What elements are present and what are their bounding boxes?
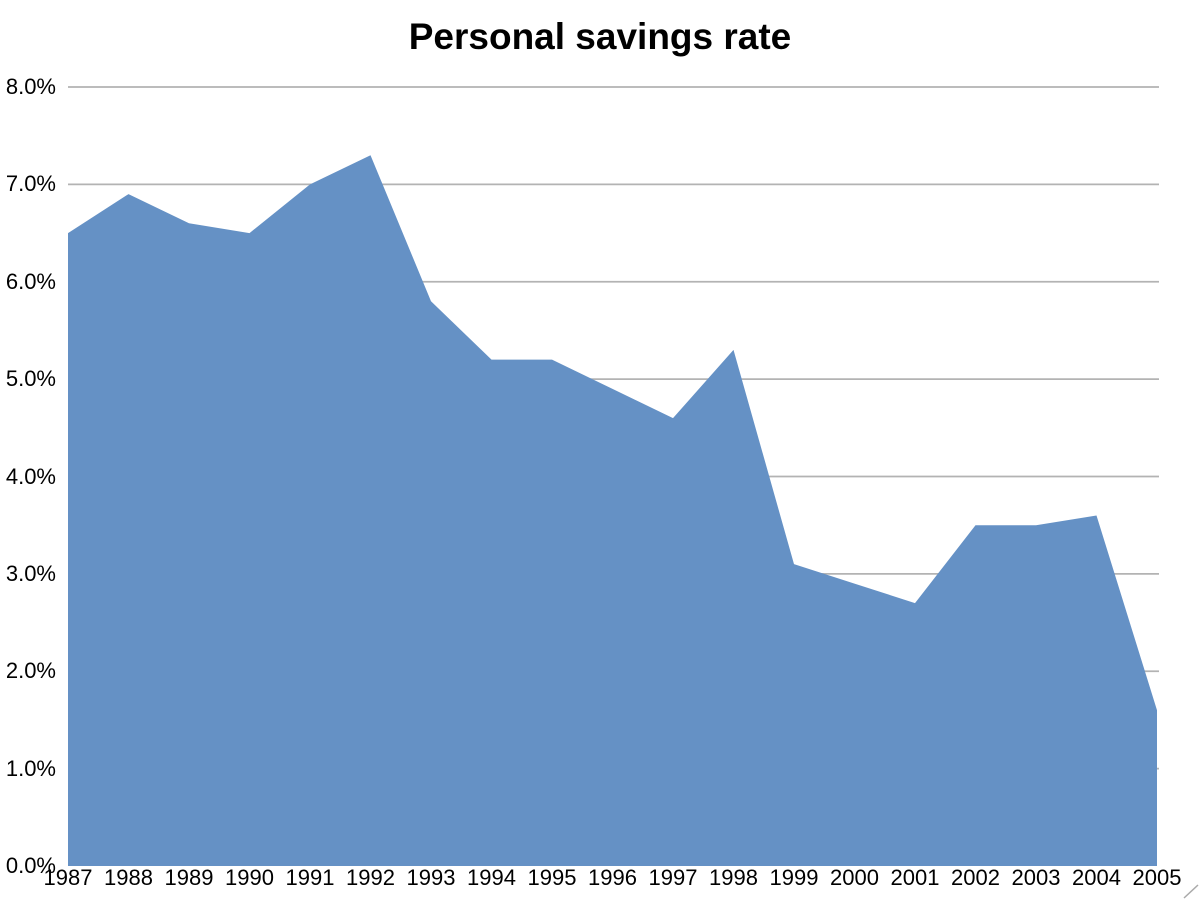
y-tick-label: 7.0%	[5, 171, 56, 197]
x-tick-label: 1996	[588, 865, 637, 890]
x-tick-label: 1991	[285, 865, 335, 890]
savings-rate-area-series	[68, 155, 1157, 866]
y-tick-label: 6.0%	[5, 268, 56, 294]
x-tick-label: 1999	[769, 865, 819, 890]
x-tick-label: 1993	[406, 865, 456, 890]
x-tick-label: 1995	[527, 865, 577, 890]
y-tick-label: 1.0%	[5, 755, 56, 781]
x-tick-label: 2000	[830, 865, 879, 890]
x-tick-label: 2001	[890, 865, 940, 890]
y-tick-label: 2.0%	[5, 658, 56, 684]
x-tick-label: 2005	[1132, 865, 1182, 890]
x-tick-label: 1990	[225, 865, 274, 890]
resize-handle-icon	[1183, 884, 1199, 899]
x-tick-label: 1989	[164, 865, 214, 890]
y-tick-label: 3.0%	[5, 560, 56, 586]
y-tick-label: 5.0%	[5, 366, 56, 392]
chart-title: Personal savings rate	[408, 16, 792, 57]
x-tick-label: 1998	[709, 865, 758, 890]
y-tick-label: 8.0%	[5, 74, 56, 99]
x-tick-label: 1988	[104, 865, 153, 890]
x-tick-label: 2002	[951, 865, 1000, 890]
x-tick-label: 1997	[648, 865, 698, 890]
y-tick-label: 4.0%	[5, 463, 56, 489]
x-tick-label: 2004	[1072, 865, 1121, 890]
x-tick-label: 1987	[43, 865, 93, 890]
x-tick-label: 2003	[1011, 865, 1061, 890]
y-tick-label: 0.0%	[5, 853, 56, 878]
x-tick-label: 1992	[346, 865, 395, 890]
x-tick-label: 1994	[467, 865, 516, 890]
